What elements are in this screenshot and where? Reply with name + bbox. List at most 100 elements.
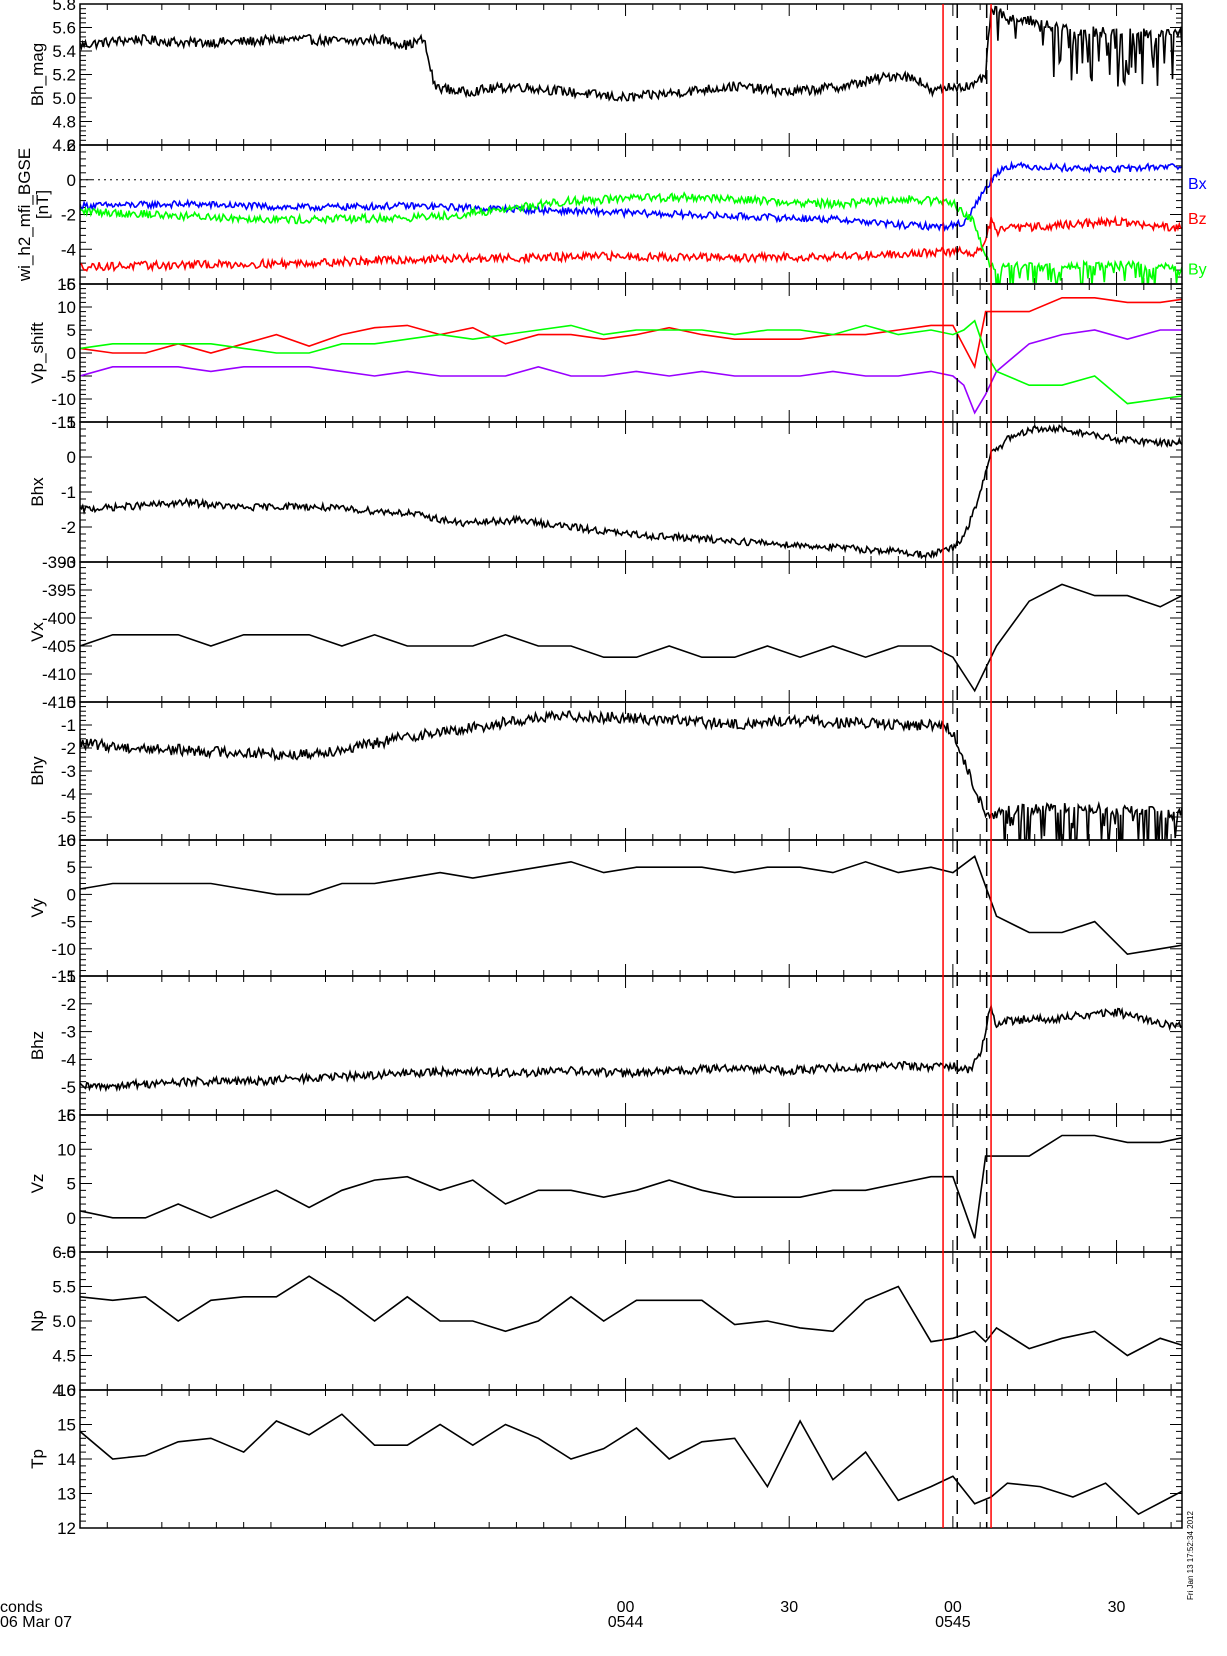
panel-frame [79,701,1183,841]
y-tick-label: -390 [42,553,76,572]
y-axis-title: wi_h2_mfi_BGSE [15,148,34,282]
panel-bhy: -6 -5 -4 -3 -2 -1 0 Bhy [28,693,1183,850]
panel-frame [79,975,1183,1116]
y-axis-title: Tp [28,1449,47,1469]
series-line-bz [80,214,1182,273]
panel-frame [79,1114,1183,1253]
series-line-1 [80,1413,1182,1516]
y-tick-label: -4 [61,240,76,259]
y-tick-label: 5 [67,858,76,877]
y-tick-label: 15 [57,1106,76,1125]
y-axis-title: Vp_shift [28,322,47,384]
panel-vp_shift: -15 -10 -5 0 5 10 15 Vp_shift [28,275,1183,432]
y-tick-label: -2 [61,995,76,1014]
legend-label-bz: Bz [1188,211,1207,228]
y-tick-label: -3 [61,553,76,572]
y-tick-label: -6 [61,275,76,294]
y-tick-label: -1 [61,967,76,986]
y-tick-label: -10 [51,390,76,409]
time-tick-label: 00 [944,1599,962,1616]
y-axis-title: Vz [28,1174,47,1194]
y-tick-label: -5 [61,1243,76,1262]
time-axis-unit-label: conds [0,1599,43,1616]
y-tick-label: 15 [57,1416,76,1435]
y-tick-label: 5 [67,1175,76,1194]
time-tick-label: 30 [1108,1599,1126,1616]
y-tick-label: -6 [61,1106,76,1125]
y-tick-label: -15 [51,413,76,432]
panel-frame [79,561,1183,703]
y-tick-label: -3 [61,762,76,781]
y-axis-title: Bhz [28,1031,47,1060]
series-line-1 [80,709,1182,840]
panel-vx: -415 -410 -405 -400 -395 -390 Vx [28,553,1183,712]
y-tick-label: -6 [61,831,76,850]
y-tick-label: 0 [67,171,76,190]
y-tick-label: -5 [61,808,76,827]
series-line-1 [80,5,1182,103]
panel-frame [79,1389,1183,1529]
y-tick-label: 12 [57,1519,76,1538]
y-axis-units: [nT] [33,190,52,219]
y-tick-label: 5.2 [52,66,76,85]
series-line-1 [80,423,1182,560]
series-line-1 [80,1134,1182,1239]
y-tick-label: 10 [57,831,76,850]
y-tick-label: -1 [61,483,76,502]
y-tick-label: -3 [61,1023,76,1042]
y-tick-label: 0 [67,448,76,467]
panel-np: 4.0 4.5 5.0 5.5 6.0 Np [28,1243,1183,1400]
y-tick-label: -395 [42,581,76,600]
time-tick-hhmm-label: 0544 [608,1614,644,1631]
panel-frame [79,283,1183,423]
y-tick-label: 15 [57,275,76,294]
panel-bh_mag: 4.6 4.8 5.0 5.2 5.4 5.6 5.8 Bh_mag [28,0,1183,155]
y-tick-label: 10 [57,298,76,317]
y-tick-label: -1 [61,716,76,735]
y-tick-label: 2 [67,136,76,155]
panel-tp: 12 13 14 15 16 Tp [28,1381,1183,1538]
y-axis-title: Bhx [28,477,47,507]
y-tick-label: 5.0 [52,1312,76,1331]
y-tick-label: 6.0 [52,1243,76,1262]
y-tick-label: 16 [57,1381,76,1400]
y-tick-label: 5.6 [52,19,76,38]
series-line-by [80,191,1182,284]
time-axis: conds 06 Mar 07 000544300005453000054630 [0,1599,1126,1631]
y-tick-label: 5.4 [52,42,76,61]
y-tick-label: 5 [67,321,76,340]
y-tick-label: -2 [61,206,76,225]
y-tick-label: 1 [67,413,76,432]
y-tick-label: 0 [67,885,76,904]
y-tick-label: 4.5 [52,1347,76,1366]
panel-vz: -5 0 5 10 15 Vz [28,1106,1183,1262]
time-tick-label: 30 [780,1599,798,1616]
series-line-1 [80,855,1182,956]
y-tick-label: 0 [67,344,76,363]
y-tick-label: 5.0 [52,89,76,108]
y-tick-label: 0 [67,1209,76,1228]
event-marker-lines [942,4,992,1528]
panel-bhz: -6 -5 -4 -3 -2 -1 Bhz [28,967,1183,1125]
y-tick-label: 0 [67,693,76,712]
y-tick-label: 4.0 [52,1381,76,1400]
series-line-1 [80,1003,1182,1093]
y-axis-title: Bhy [28,756,47,786]
series-line-1 [80,1275,1182,1357]
y-axis-title: Bh_mag [28,43,47,106]
series-line-1 [80,296,1182,370]
y-tick-label: -405 [42,637,76,656]
generation-timestamp: Fri Jan 13 17:52:34 2012 [1186,1510,1195,1600]
y-axis-title: Vx [28,622,47,642]
panel-bhx: -3 -2 -1 0 1 Bhx [28,413,1183,572]
y-tick-label: 5.5 [52,1278,76,1297]
y-tick-label: 10 [57,1140,76,1159]
panel-frame [79,839,1183,977]
series-line-2 [80,329,1182,415]
y-tick-label: 4.8 [52,113,76,132]
series-line-3 [80,319,1182,405]
y-tick-label: -15 [51,967,76,986]
panel-vy: -15 -10 -5 0 5 10 Vy [28,831,1183,986]
y-tick-label: -5 [61,913,76,932]
